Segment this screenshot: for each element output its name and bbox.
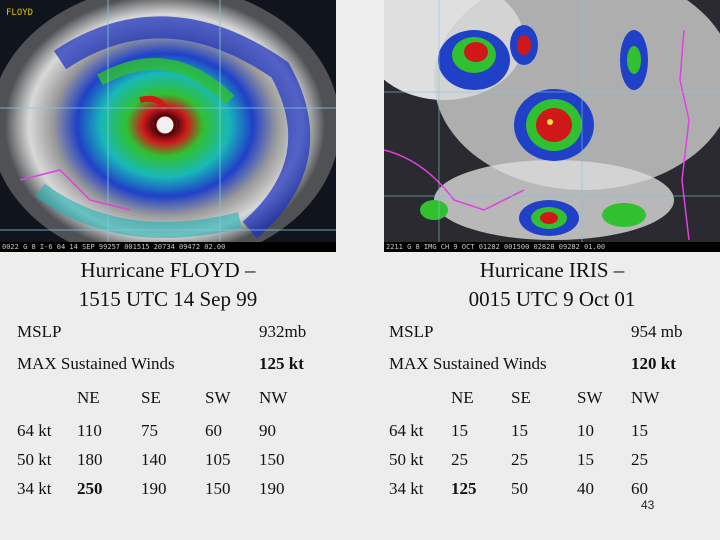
row-label: 34 kt bbox=[17, 478, 52, 498]
cell: 105 bbox=[205, 449, 231, 469]
iris-caption-line-1: Hurricane IRIS – bbox=[479, 258, 625, 282]
row-label: 64 kt bbox=[389, 420, 424, 440]
floyd-ir-imagery bbox=[0, 0, 336, 252]
cell: 25 bbox=[511, 449, 528, 469]
iris-mslp-label: MSLP bbox=[389, 322, 434, 341]
floyd-caption-line-1: Hurricane FLOYD – bbox=[80, 258, 256, 282]
iris-wind-radii-table: MSLP 954 mb MAX Sustained Winds 120 kt N… bbox=[386, 315, 706, 503]
header-nw: NW bbox=[259, 387, 288, 407]
row-label: 50 kt bbox=[17, 449, 52, 469]
cell: 50 bbox=[511, 478, 528, 498]
table-row: 64 kt 110 75 60 90 bbox=[14, 416, 334, 445]
cell: 15 bbox=[451, 420, 468, 440]
header-sw: SW bbox=[577, 387, 603, 407]
header-se: SE bbox=[141, 387, 161, 407]
iris-winds-row: MAX Sustained Winds 120 kt bbox=[386, 349, 706, 379]
floyd-satellite-image: FLOYD 0022 G 8 I-6 04 14 SEP 99257 00151… bbox=[0, 0, 336, 252]
iris-image-info-strip: 2211 G 8 IMG CH 9 OCT 01282 001500 02828… bbox=[384, 242, 720, 252]
iris-quadrant-header-row: NE SE SW NW bbox=[386, 379, 706, 416]
cell: 75 bbox=[141, 420, 158, 440]
cell: 60 bbox=[631, 478, 649, 498]
floyd-winds-value: 125 kt bbox=[259, 354, 304, 373]
iris-mslp-row: MSLP 954 mb bbox=[386, 315, 706, 349]
cell: 140 bbox=[141, 449, 167, 469]
iris-satellite-image: 2211 G 8 IMG CH 9 OCT 01282 001500 02828… bbox=[384, 0, 720, 252]
floyd-winds-row: MAX Sustained Winds 125 kt bbox=[14, 349, 334, 379]
iris-winds-value: 120 kt bbox=[631, 354, 676, 373]
cell: 15 bbox=[631, 420, 649, 440]
iris-caption: Hurricane IRIS – 0015 UTC 9 Oct 01 bbox=[384, 256, 720, 314]
cell: 125 bbox=[451, 478, 477, 498]
table-row: 64 kt 15 15 10 15 bbox=[386, 416, 706, 445]
cell: 150 bbox=[259, 449, 285, 469]
floyd-mslp-row: MSLP 932mb bbox=[14, 315, 334, 349]
iris-ir-imagery bbox=[384, 0, 720, 252]
cell: 10 bbox=[577, 420, 594, 440]
header-ne: NE bbox=[77, 387, 100, 407]
iris-mslp-value: 954 mb bbox=[631, 322, 683, 341]
table-row: 34 kt 250 190 150 190 bbox=[14, 474, 334, 503]
cell: 110 bbox=[77, 420, 102, 440]
cell: 15 bbox=[511, 420, 528, 440]
floyd-image-info-strip: 0022 G 8 I-6 04 14 SEP 99257 001515 2073… bbox=[0, 242, 336, 252]
cell: 150 bbox=[205, 478, 231, 498]
row-label: 64 kt bbox=[17, 420, 52, 440]
page-number: 43 bbox=[641, 498, 655, 512]
cell: 190 bbox=[141, 478, 167, 498]
floyd-wind-radii-table: MSLP 932mb MAX Sustained Winds 125 kt NE… bbox=[14, 315, 334, 503]
header-se: SE bbox=[511, 387, 531, 407]
cell: 15 bbox=[577, 449, 594, 469]
row-label: 34 kt bbox=[389, 478, 424, 498]
cell: 60 bbox=[205, 420, 222, 440]
floyd-caption-line-2: 1515 UTC 14 Sep 99 bbox=[78, 287, 258, 311]
table-row: 34 kt 125 50 40 60 bbox=[386, 474, 706, 503]
cell: 40 bbox=[577, 478, 594, 498]
table-row: 50 kt 25 25 15 25 bbox=[386, 445, 706, 474]
header-ne: NE bbox=[451, 387, 474, 407]
cell: 25 bbox=[451, 449, 468, 469]
row-label: 50 kt bbox=[389, 449, 424, 469]
floyd-image-label: FLOYD bbox=[6, 8, 34, 18]
header-nw: NW bbox=[631, 387, 660, 407]
floyd-quadrant-header-row: NE SE SW NW bbox=[14, 379, 334, 416]
cell: 190 bbox=[259, 478, 285, 498]
floyd-caption: Hurricane FLOYD – 1515 UTC 14 Sep 99 bbox=[0, 256, 336, 314]
cell: 25 bbox=[631, 449, 649, 469]
iris-caption-line-2: 0015 UTC 9 Oct 01 bbox=[468, 287, 636, 311]
cell: 180 bbox=[77, 449, 103, 469]
cell: 90 bbox=[259, 420, 277, 440]
floyd-winds-label: MAX Sustained Winds bbox=[17, 354, 175, 373]
table-row: 50 kt 180 140 105 150 bbox=[14, 445, 334, 474]
cell: 250 bbox=[77, 478, 103, 498]
floyd-mslp-value: 932mb bbox=[259, 322, 307, 341]
header-sw: SW bbox=[205, 387, 231, 407]
floyd-mslp-label: MSLP bbox=[17, 322, 62, 341]
iris-winds-label: MAX Sustained Winds bbox=[389, 354, 547, 373]
